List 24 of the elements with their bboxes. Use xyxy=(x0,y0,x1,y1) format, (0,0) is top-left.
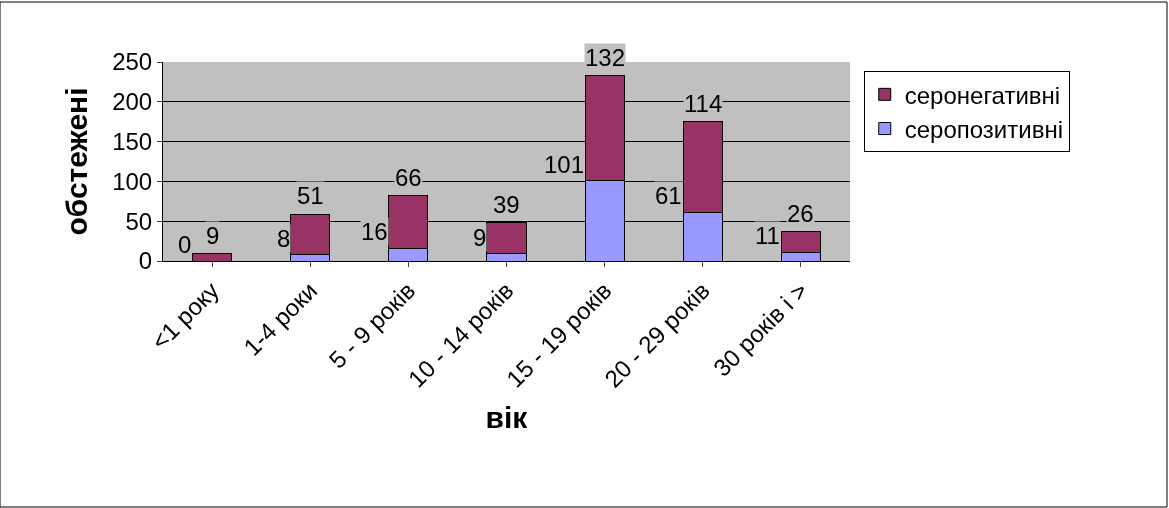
y-axis-title: обстежені xyxy=(60,87,94,236)
data-label: 101 xyxy=(544,151,585,178)
data-label: 51 xyxy=(297,182,324,209)
data-label: 16 xyxy=(361,218,388,245)
data-label: 39 xyxy=(493,191,520,218)
y-tick-label: 50 xyxy=(125,207,153,235)
data-label: 66 xyxy=(395,164,422,191)
legend-label: серопозитивні xyxy=(904,115,1064,143)
y-tick-label: 200 xyxy=(112,88,153,116)
legend-label: серонегативні xyxy=(904,81,1061,109)
data-label: 11 xyxy=(755,222,780,249)
x-axis-title: вік xyxy=(485,400,529,434)
data-label: 132 xyxy=(585,44,626,71)
data-label: 114 xyxy=(684,90,723,117)
y-tick-label: 100 xyxy=(112,167,153,195)
data-label: 8 xyxy=(277,225,291,252)
y-tick-label: 0 xyxy=(138,247,153,275)
data-label: 9 xyxy=(473,224,487,251)
data-label: 0 xyxy=(178,231,192,258)
data-label: 9 xyxy=(206,222,220,249)
y-tick-label: 150 xyxy=(112,128,153,155)
data-label: 26 xyxy=(787,200,814,227)
data-label: 61 xyxy=(655,182,682,209)
y-tick-label: 250 xyxy=(112,48,153,76)
